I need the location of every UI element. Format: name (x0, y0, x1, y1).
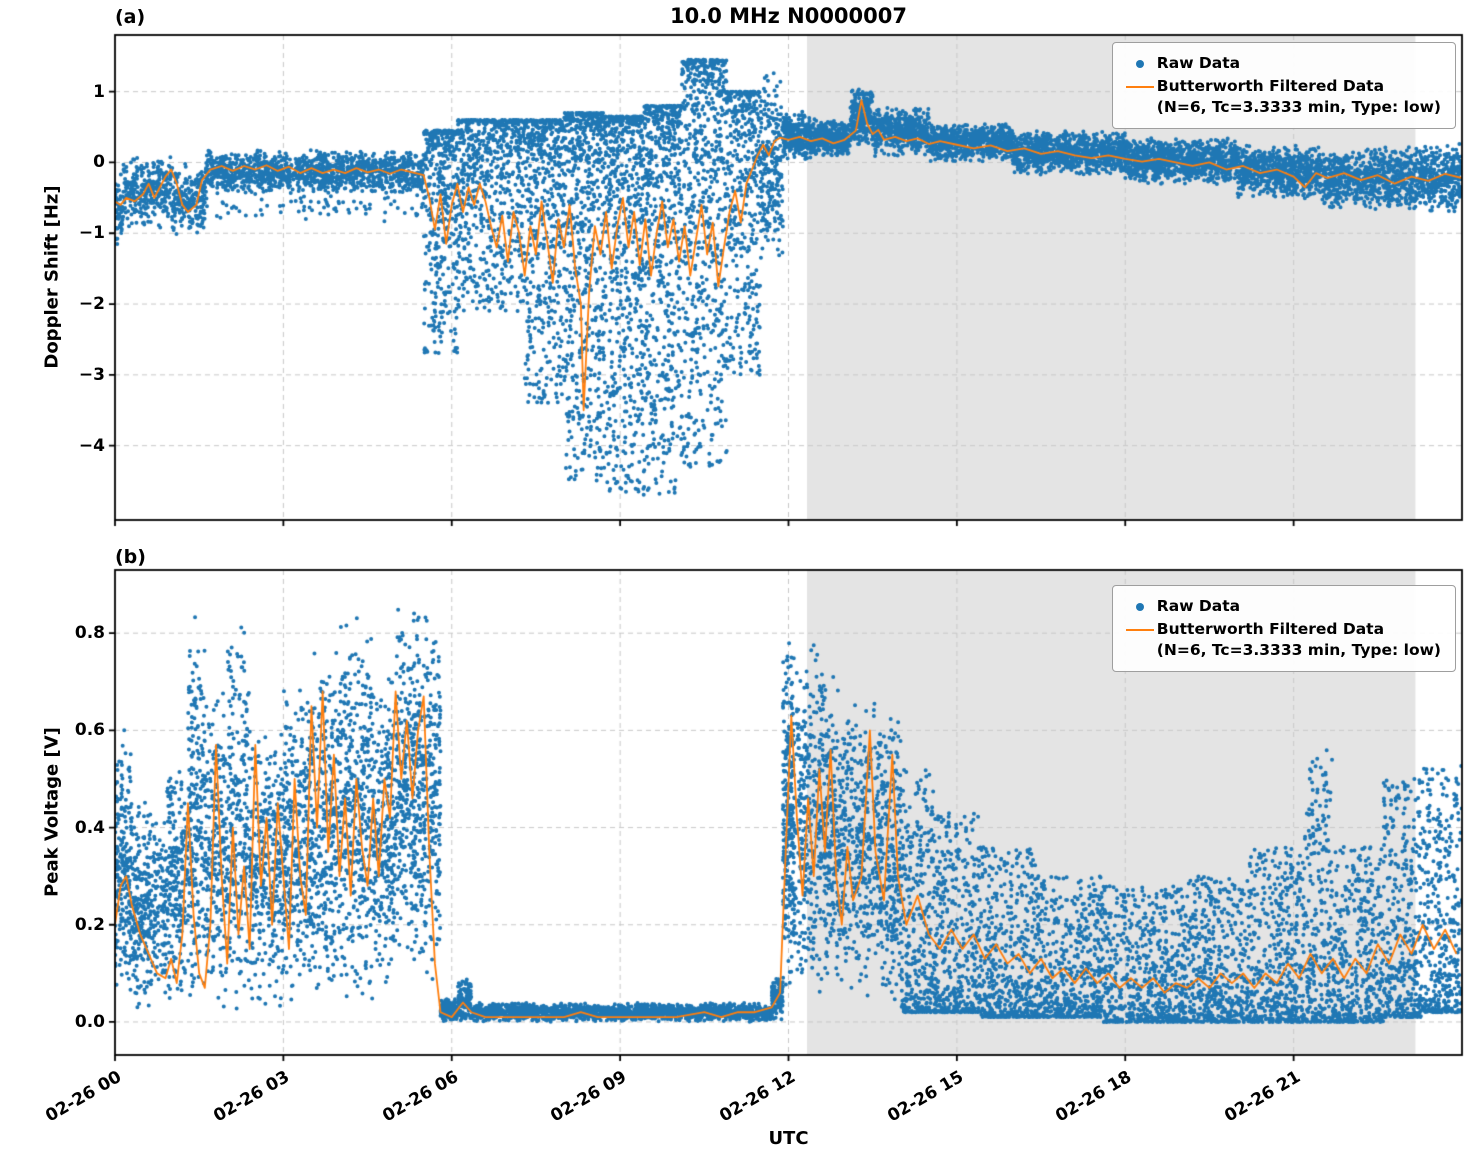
y-tick-label-b: 0.2 (74, 914, 105, 935)
legend-row-filtered: Butterworth Filtered Data (N=6, Tc=3.333… (1123, 619, 1441, 661)
legend-raw-label: Raw Data (1156, 597, 1241, 615)
raw-data-marker-icon (1135, 603, 1144, 611)
y-tick-label-b: 0.8 (74, 623, 105, 644)
legend-filtered-label: Butterworth Filtered Data (1156, 620, 1385, 638)
y-axis-label-doppler: Doppler Shift [Hz] (41, 185, 63, 369)
filtered-line-marker-icon (1125, 629, 1154, 631)
y-tick-label-a: −4 (78, 435, 105, 456)
legend-filtered-label: Butterworth Filtered Data (1156, 77, 1385, 95)
legend-raw-label: Raw Data (1156, 54, 1241, 72)
legend-row-filtered: Butterworth Filtered Data (N=6, Tc=3.333… (1123, 76, 1441, 118)
y-axis-label-voltage: Peak Voltage [V] (41, 727, 63, 897)
y-tick-label-a: −2 (78, 294, 105, 315)
legend-filtered-sublabel: (N=6, Tc=3.3333 min, Type: low) (1156, 641, 1441, 659)
y-tick-label-a: −1 (78, 223, 105, 244)
panel-a-label: (a) (115, 6, 146, 28)
y-tick-label-a: −3 (78, 364, 105, 385)
y-tick-label-b: 0.0 (74, 1011, 105, 1032)
chart-title: 10.0 MHz N0000007 (670, 4, 907, 28)
y-tick-label-b: 0.4 (74, 817, 105, 838)
panel-b-label: (b) (115, 546, 146, 568)
filtered-line-marker-icon (1125, 86, 1154, 88)
legend-row-raw: Raw Data (1123, 596, 1441, 617)
x-axis-label-utc: UTC (768, 1128, 809, 1149)
y-tick-label-a: 1 (93, 81, 105, 102)
legend-filtered-sublabel: (N=6, Tc=3.3333 min, Type: low) (1156, 98, 1441, 116)
raw-data-marker-icon (1135, 60, 1144, 68)
legend-row-raw: Raw Data (1123, 53, 1441, 74)
y-tick-label-a: 0 (93, 152, 105, 173)
legend-panel-b: Raw Data Butterworth Filtered Data (N=6,… (1111, 585, 1456, 672)
y-tick-label-b: 0.6 (74, 720, 105, 741)
legend-panel-a: Raw Data Butterworth Filtered Data (N=6,… (1111, 42, 1456, 129)
